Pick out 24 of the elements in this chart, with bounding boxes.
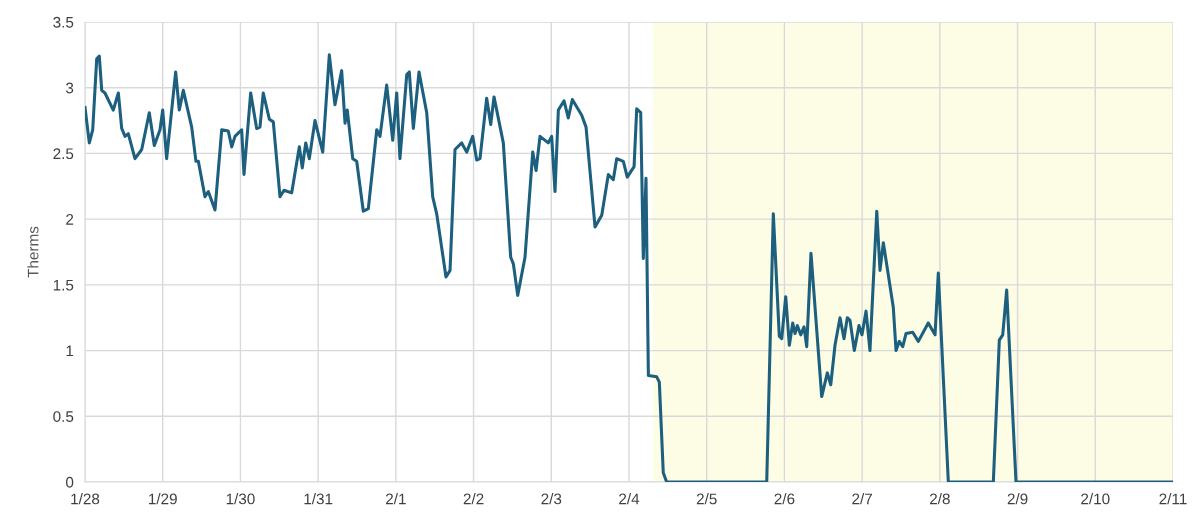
y-tick-label: 3 — [65, 82, 74, 94]
x-tick-label: 2/11 — [1159, 493, 1187, 505]
y-tick-label: 3.5 — [53, 16, 74, 28]
x-tick-label: 1/31 — [304, 493, 333, 505]
x-tick-label: 2/6 — [774, 493, 795, 505]
x-tick-label: 2/8 — [930, 493, 950, 505]
y-tick-label: 0 — [65, 476, 74, 488]
x-tick-label: 2/3 — [541, 493, 562, 505]
x-tick-label: 1/30 — [226, 493, 255, 505]
y-tick-label: 1 — [66, 345, 74, 357]
x-tick-label: 2/5 — [696, 493, 717, 505]
x-tick-label: 1/29 — [149, 493, 177, 505]
y-tick-label: 0.5 — [53, 411, 74, 422]
y-tick-label: 1.5 — [53, 279, 74, 291]
x-tick-label: 1/28 — [71, 493, 100, 505]
x-tick-label: 2/7 — [852, 493, 872, 505]
y-axis-title: Therms — [27, 226, 39, 278]
y-tick-label: 2.5 — [53, 148, 74, 160]
y-tick-label: 2 — [66, 214, 74, 225]
x-tick-label: 2/1 — [386, 493, 406, 505]
x-tick-label: 2/9 — [1007, 493, 1028, 505]
x-tick-label: 2/2 — [463, 493, 484, 505]
x-tick-label: 2/4 — [619, 493, 640, 505]
x-tick-label: 2/10 — [1081, 493, 1110, 505]
